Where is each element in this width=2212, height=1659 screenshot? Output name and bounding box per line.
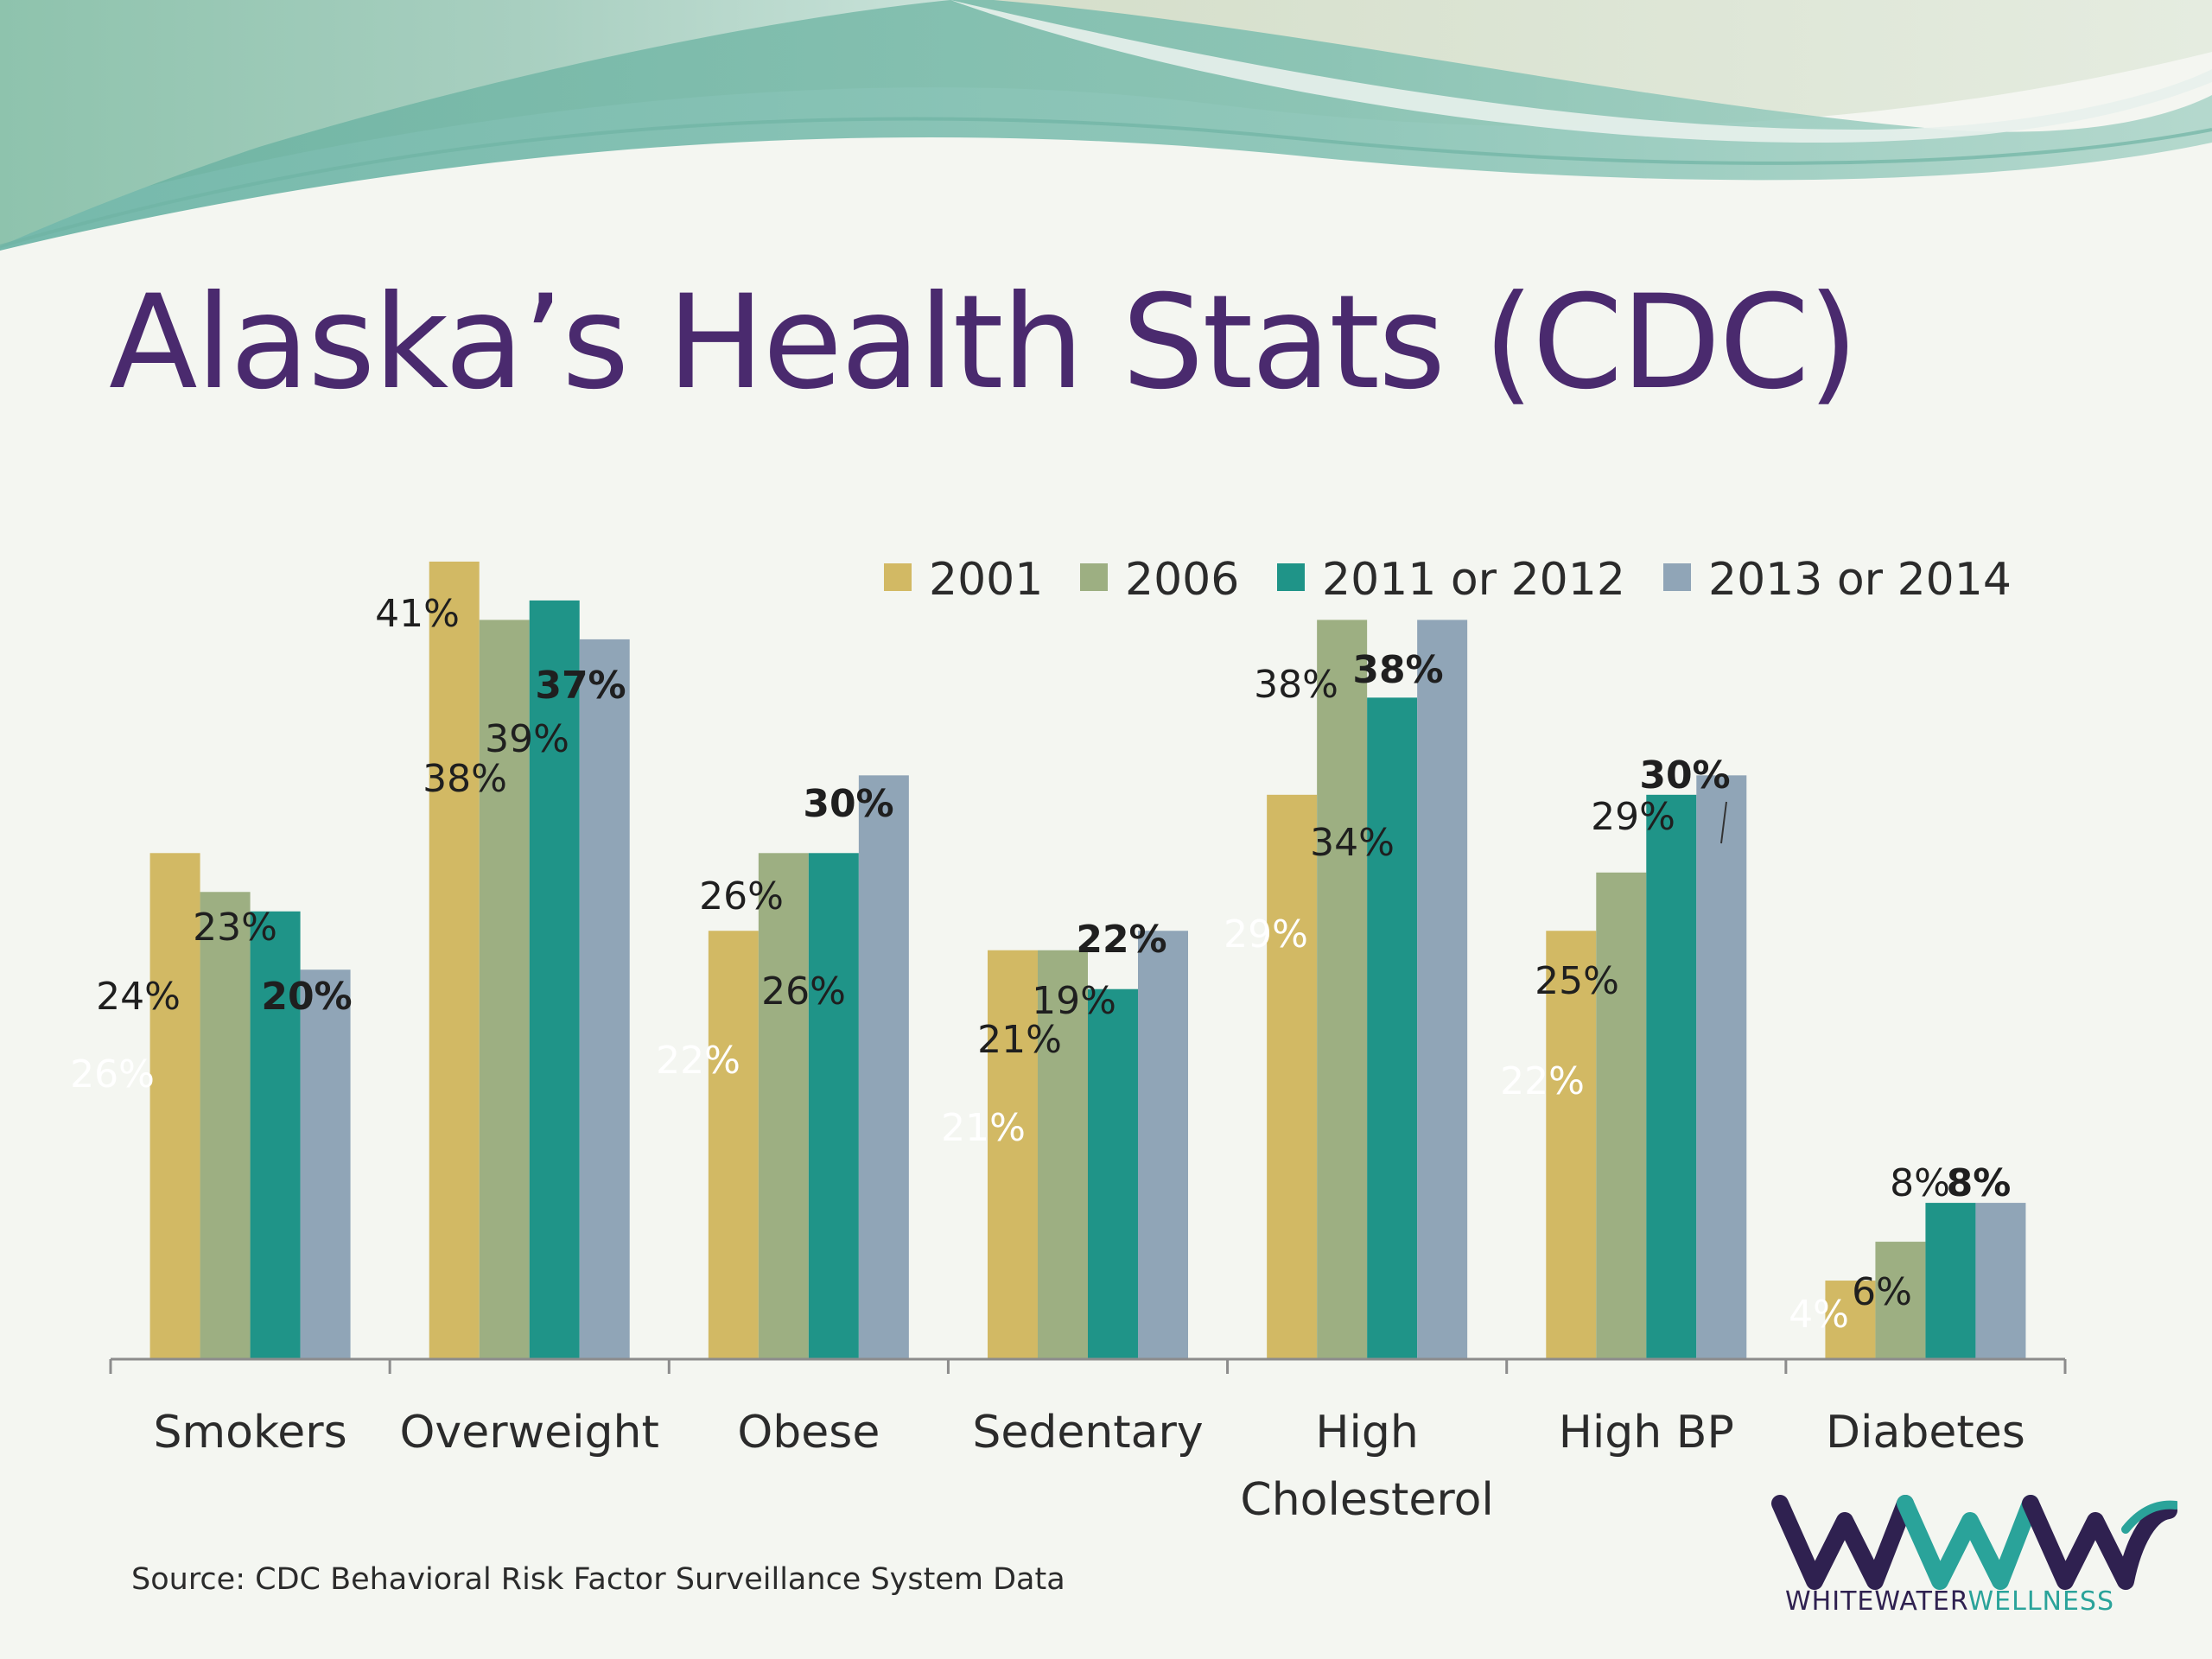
x-tick-label-diabetes: Diabetes [1826, 1407, 2025, 1459]
bar-sedentary-2006 [1038, 950, 1088, 1358]
logo-word-white-water: WHITEWATER [1785, 1586, 1968, 1617]
logo-wordmark: WHITEWATERWELLNESS [1785, 1586, 2114, 1617]
bar-overweight-2006 [479, 620, 530, 1358]
data-label-overweight-2006: 38% [423, 757, 507, 801]
x-tick-label-obese: Obese [737, 1407, 880, 1459]
slide-title: Alaska’s Health Stats (CDC) [109, 268, 1859, 418]
data-label-overweight-2001: 41% [375, 592, 460, 636]
legend-label-2001: 2001 [929, 554, 1043, 606]
data-label-obese-2001: 22% [656, 1039, 741, 1083]
bar-smokers-2013-or-2014 [300, 969, 351, 1358]
data-label-high-cholesterol-2011-or-2012: 34% [1310, 821, 1395, 865]
data-label-obese-2006: 26% [699, 874, 784, 918]
source-note: Source: CDC Behavioral Risk Factor Surve… [131, 1562, 1065, 1597]
data-label-high-bp-2006: 25% [1535, 959, 1619, 1003]
data-label-high-cholesterol-2013-or-2014: 38% [1352, 648, 1443, 692]
bar-obese-2006 [758, 853, 809, 1358]
bar-high-bp-2001 [1546, 931, 1597, 1358]
bar-obese-2011-or-2012 [808, 853, 859, 1358]
data-label-smokers-2001: 26% [70, 1052, 155, 1096]
bar-overweight-2001 [429, 561, 480, 1358]
bar-high-cholesterol-2006 [1317, 620, 1368, 1358]
bar-smokers-2011-or-2012 [250, 911, 301, 1358]
data-label-obese-2013-or-2014: 30% [803, 782, 893, 826]
bar-sedentary-2011-or-2012 [1088, 988, 1138, 1358]
header-wave-line [0, 117, 2212, 248]
legend-label-2013-or-2014: 2013 or 2014 [1708, 554, 2012, 606]
data-label-high-bp-2001: 22% [1500, 1059, 1585, 1103]
bar-high-bp-2011-or-2012 [1646, 794, 1697, 1358]
bar-obese-2001 [708, 931, 759, 1358]
whitewater-wellness-logo [1771, 1495, 2177, 1590]
legend-label-2006: 2006 [1125, 554, 1239, 606]
header-wave-highlight [950, 0, 2212, 143]
bar-high-cholesterol-2001 [1267, 794, 1318, 1358]
data-label-sedentary-2013-or-2014: 22% [1076, 918, 1166, 962]
bar-obese-2013-or-2014 [858, 775, 909, 1358]
x-tick-label-overweight: Overweight [400, 1407, 659, 1459]
bar-smokers-2006 [200, 892, 251, 1358]
bar-overweight-2011-or-2012 [529, 600, 580, 1358]
header-wave-front [0, 0, 950, 246]
x-tick-label-high-bp: High BP [1559, 1407, 1734, 1459]
bar-diabetes-2006 [1875, 1242, 1926, 1358]
data-label-obese-2011-or-2012: 26% [761, 969, 846, 1014]
x-tick-label-smokers: Smokers [153, 1407, 346, 1459]
bar-high-cholesterol-2011-or-2012 [1367, 697, 1418, 1358]
bar-sedentary-2013-or-2014 [1138, 931, 1188, 1358]
legend-swatch-2011-or-2012 [1277, 563, 1305, 591]
data-label-diabetes-2006: 6% [1852, 1270, 1912, 1314]
data-label-diabetes-2001: 4% [1789, 1293, 1849, 1337]
data-label-sedentary-2006: 21% [977, 1018, 1062, 1062]
data-label-overweight-2013-or-2014: 37% [535, 664, 626, 708]
bar-high-cholesterol-2013-or-2014 [1417, 620, 1468, 1358]
legend-swatch-2001 [884, 563, 912, 591]
bar-diabetes-2013-or-2014 [1975, 1203, 2026, 1358]
logo-word-wellness: WELLNESS [1967, 1586, 2115, 1617]
data-label-smokers-2013-or-2014: 20% [261, 975, 352, 1019]
data-label-diabetes-2013-or-2014: 8% [1947, 1161, 2012, 1205]
data-label-smokers-2011-or-2012: 23% [193, 906, 277, 950]
bar-diabetes-2001 [1825, 1281, 1876, 1358]
x-tick-label-sedentary: Sedentary [972, 1407, 1203, 1459]
data-label-diabetes-2011-or-2012: 8% [1890, 1161, 1950, 1205]
bar-high-bp-2006 [1596, 872, 1647, 1358]
leader-line-high-bp [1720, 801, 1727, 844]
data-label-overweight-2011-or-2012: 39% [485, 717, 569, 761]
legend-label-2011-or-2012: 2011 or 2012 [1322, 554, 1625, 606]
data-label-high-cholesterol-2001: 29% [1224, 912, 1308, 957]
bar-high-bp-2013-or-2014 [1696, 775, 1747, 1358]
data-label-sedentary-2001: 21% [941, 1106, 1026, 1150]
data-label-sedentary-2011-or-2012: 19% [1032, 979, 1116, 1023]
legend-swatch-2013-or-2014 [1663, 563, 1691, 591]
bar-smokers-2001 [149, 853, 200, 1358]
data-label-high-cholesterol-2006: 38% [1254, 663, 1338, 707]
data-label-high-bp-2013-or-2014: 30% [1639, 753, 1730, 798]
legend-swatch-2006 [1080, 563, 1108, 591]
bar-diabetes-2011-or-2012 [1925, 1203, 1976, 1358]
x-tick-label-high-cholesterol: High Cholesterol [1240, 1407, 1494, 1526]
data-label-high-bp-2011-or-2012: 29% [1591, 795, 1675, 839]
bar-sedentary-2001 [988, 950, 1038, 1358]
bar-overweight-2013-or-2014 [579, 639, 630, 1358]
data-label-smokers-2006: 24% [96, 975, 181, 1019]
